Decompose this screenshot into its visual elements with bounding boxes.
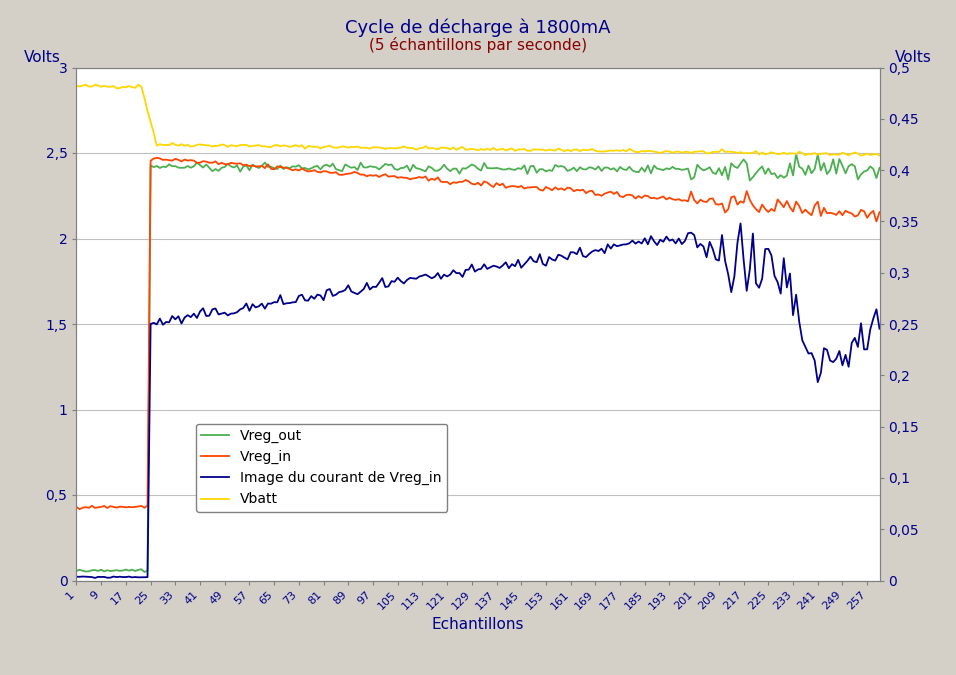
Image du courant de Vreg_in <box>71 572 82 580</box>
Image du courant de Vreg_in <box>763 245 774 253</box>
Text: Volts: Volts <box>895 50 932 65</box>
Vreg_out <box>71 566 82 574</box>
Vreg_in <box>874 208 885 216</box>
Vreg_in <box>136 502 147 510</box>
Line: Vreg_out: Vreg_out <box>76 154 880 572</box>
Vreg_out <box>139 568 150 576</box>
Image du courant de Vreg_in <box>89 574 100 582</box>
Vreg_out <box>874 164 885 172</box>
Vreg_out <box>133 566 144 574</box>
Text: Cycle de décharge à 1800mA: Cycle de décharge à 1800mA <box>345 19 611 37</box>
Vreg_in <box>494 182 506 190</box>
Vbatt <box>136 82 147 90</box>
Vreg_in <box>374 173 385 181</box>
Vreg_out <box>352 166 363 174</box>
Vreg_in <box>151 154 163 162</box>
Vreg_in <box>74 505 85 513</box>
Vreg_out <box>759 170 771 178</box>
Vbatt <box>89 80 100 88</box>
Vbatt <box>874 151 885 159</box>
Vreg_in <box>123 503 135 511</box>
Vreg_out <box>490 164 502 172</box>
Text: Volts: Volts <box>24 50 61 65</box>
Vbatt <box>123 82 135 90</box>
Vbatt <box>490 146 502 154</box>
Line: Image du courant de Vreg_in: Image du courant de Vreg_in <box>76 223 880 578</box>
Image du courant de Vreg_in <box>370 283 381 291</box>
Image du courant de Vreg_in <box>490 263 502 271</box>
Vbatt <box>71 82 82 90</box>
Vreg_out <box>791 150 802 158</box>
Line: Vbatt: Vbatt <box>76 84 880 156</box>
Image du courant de Vreg_in <box>874 325 885 333</box>
Vreg_out <box>370 163 381 171</box>
Vbatt <box>370 143 381 151</box>
Line: Vreg_in: Vreg_in <box>76 158 880 509</box>
Vbatt <box>759 151 771 159</box>
Vreg_out <box>120 566 132 574</box>
Vreg_in <box>763 208 774 216</box>
Vreg_in <box>71 503 82 511</box>
Vbatt <box>352 142 363 151</box>
X-axis label: Echantillons: Echantillons <box>432 617 524 632</box>
Image du courant de Vreg_in <box>735 219 747 227</box>
Image du courant de Vreg_in <box>352 290 363 298</box>
Image du courant de Vreg_in <box>136 573 147 581</box>
Vbatt <box>856 152 867 160</box>
Image du courant de Vreg_in <box>123 572 135 580</box>
Legend: Vreg_out, Vreg_in, Image du courant de Vreg_in, Vbatt: Vreg_out, Vreg_in, Image du courant de V… <box>196 424 447 512</box>
Vreg_in <box>355 171 366 179</box>
Text: (5 échantillons par seconde): (5 échantillons par seconde) <box>369 37 587 53</box>
